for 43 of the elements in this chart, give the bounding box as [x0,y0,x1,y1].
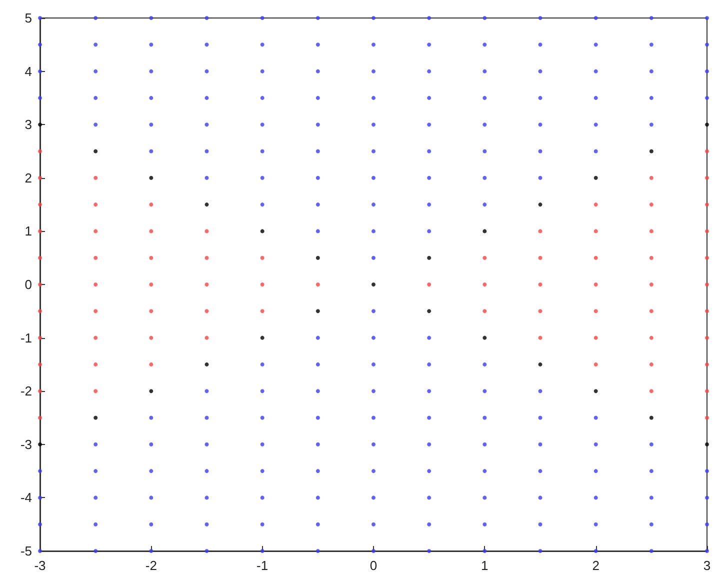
point [204,202,209,207]
point [427,256,432,260]
point [427,309,432,314]
x-tick-label: -3 [34,558,46,573]
x-tick-label: 3 [703,558,711,573]
point [372,282,376,286]
x-tick-label: 1 [481,558,488,573]
y-tick-label: 0 [24,277,32,292]
point [538,362,542,366]
y-tick-label: 3 [24,117,32,132]
point [38,122,42,127]
y-tick-label: 1 [24,224,32,239]
point [204,362,209,366]
point [38,442,42,446]
point [705,122,709,127]
y-tick-label: -4 [20,490,32,506]
y-tick-label: -1 [20,330,32,346]
point [149,176,154,180]
x-tick-label: 2 [592,558,600,573]
point [94,416,98,420]
point [482,336,487,340]
y-tick-label: 2 [24,170,32,186]
y-tick-label: 4 [24,64,32,79]
point [260,229,264,234]
point [649,149,654,154]
point [149,389,154,394]
point [538,202,542,207]
point [316,256,320,260]
x-tick-label: -2 [145,558,157,573]
y-tick-label: -2 [20,384,32,399]
point [649,416,654,420]
y-tick-label: -5 [20,544,32,558]
x-tick-label: 0 [370,558,378,573]
y-tick-label: -3 [20,436,32,452]
point [316,309,320,314]
point [94,149,98,154]
point [482,229,487,234]
x-tick-label: -1 [256,558,268,573]
point [260,336,264,340]
point [705,442,709,446]
y-tick-label: 5 [24,10,32,26]
point [594,389,598,394]
point [594,176,598,180]
